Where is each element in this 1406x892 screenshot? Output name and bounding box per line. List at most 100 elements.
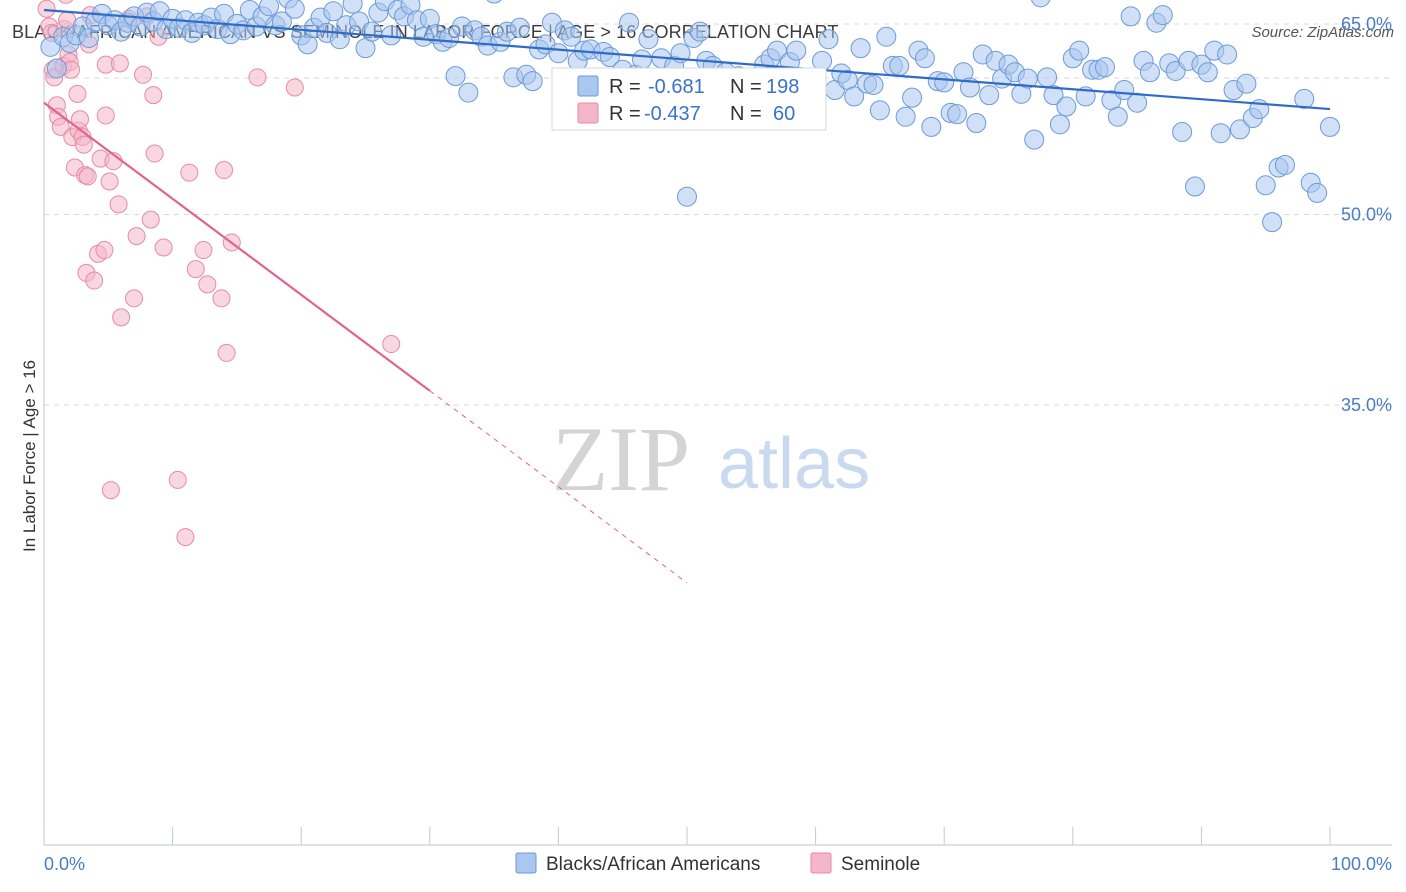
black-african-american-point bbox=[1197, 62, 1218, 83]
seminole-point bbox=[71, 110, 90, 129]
black-african-american-point bbox=[1320, 116, 1340, 137]
black-african-american-point bbox=[1274, 154, 1295, 175]
black-african-american-point bbox=[361, 21, 382, 42]
black-african-american-point bbox=[1127, 92, 1148, 113]
black-african-american-point bbox=[323, 1, 344, 22]
watermark-zip: ZIP bbox=[552, 408, 690, 510]
legend-n-value-1: 198 bbox=[766, 76, 799, 98]
black-african-american-point bbox=[271, 11, 292, 32]
y-tick-label: 50.0% bbox=[1341, 205, 1392, 225]
black-african-american-point bbox=[638, 29, 659, 50]
black-african-american-point bbox=[1069, 40, 1090, 61]
black-african-american-point bbox=[902, 87, 923, 108]
seminole-point bbox=[110, 54, 129, 73]
bottom-legend-swatch-blue bbox=[515, 852, 537, 874]
seminole-point bbox=[51, 117, 70, 136]
seminole-point bbox=[101, 481, 120, 500]
black-african-american-point bbox=[439, 27, 460, 48]
black-african-american-point bbox=[619, 12, 640, 33]
y-axis-title: In Labor Force | Age > 16 bbox=[20, 360, 39, 552]
legend-r-label-1: R = bbox=[609, 76, 641, 98]
seminole-point bbox=[215, 161, 234, 180]
black-african-american-point bbox=[895, 106, 916, 127]
seminole-point bbox=[112, 308, 131, 327]
legend-r-label-2: R = bbox=[609, 103, 641, 125]
black-african-american-point bbox=[1094, 57, 1115, 78]
black-african-american-point bbox=[1139, 62, 1160, 83]
y-tick-label: 35.0% bbox=[1341, 395, 1392, 415]
seminole-point bbox=[74, 135, 93, 154]
black-african-american-point bbox=[1184, 176, 1205, 197]
seminole-point bbox=[95, 241, 114, 260]
black-african-american-point bbox=[259, 0, 280, 17]
black-african-american-point bbox=[486, 0, 502, 4]
black-african-american-point bbox=[458, 82, 479, 103]
seminole-point bbox=[194, 241, 213, 260]
bottom-legend-label-blue: Blacks/African Americans bbox=[546, 854, 760, 875]
x-tick-label-max: 100.0% bbox=[1331, 854, 1392, 874]
seminole-point bbox=[109, 195, 128, 214]
y-tick-labels: 35.0%50.0%65.0%80.0% bbox=[1341, 14, 1392, 415]
seminole-point bbox=[248, 68, 267, 87]
black-african-american-point bbox=[914, 48, 935, 69]
seminole-point bbox=[145, 144, 164, 163]
black-african-american-point bbox=[889, 55, 910, 76]
black-african-american-point bbox=[561, 26, 582, 47]
seminole-point bbox=[68, 84, 87, 103]
seminole-point bbox=[168, 470, 187, 489]
black-african-american-point bbox=[1043, 85, 1064, 106]
black-african-american-point bbox=[677, 186, 697, 207]
black-african-american-point bbox=[548, 43, 569, 64]
black-african-american-point bbox=[1307, 182, 1328, 203]
y-tick-label: 65.0% bbox=[1341, 14, 1392, 34]
black-african-american-point bbox=[1024, 129, 1045, 150]
seminole-point bbox=[78, 167, 97, 186]
black-african-american-point bbox=[1255, 175, 1276, 196]
black-african-american-point bbox=[869, 100, 890, 121]
seminole-point bbox=[180, 163, 199, 182]
seminole-point bbox=[212, 289, 231, 308]
legend-n-label-2: N = bbox=[730, 103, 762, 125]
seminole-point bbox=[198, 275, 217, 294]
black-african-american-point bbox=[509, 17, 530, 38]
legend-n-label-1: N = bbox=[730, 76, 762, 98]
black-african-american-point bbox=[1172, 121, 1193, 142]
pink-trend-line-extension bbox=[429, 390, 688, 584]
black-african-american-point bbox=[46, 58, 67, 79]
watermark-atlas: atlas bbox=[718, 424, 870, 504]
black-african-american-point bbox=[1152, 5, 1173, 26]
legend-swatch-pink bbox=[577, 102, 599, 124]
black-african-american-point bbox=[1049, 114, 1070, 135]
black-african-american-point bbox=[844, 86, 865, 107]
seminole-points bbox=[37, 0, 401, 547]
legend-swatch-blue bbox=[577, 75, 599, 97]
black-african-american-point bbox=[876, 26, 897, 47]
watermark: ZIP atlas bbox=[552, 408, 870, 510]
black-african-american-point bbox=[1210, 123, 1231, 144]
black-african-american-point bbox=[1114, 80, 1135, 101]
seminole-point bbox=[176, 528, 195, 547]
black-african-american-point bbox=[1120, 6, 1141, 27]
black-african-american-point bbox=[1236, 73, 1257, 94]
seminole-point bbox=[37, 0, 56, 18]
black-african-american-point bbox=[947, 104, 968, 125]
legend-box: R = -0.681 N = 198 R = -0.437 N = 60 bbox=[551, 67, 827, 131]
black-african-american-point bbox=[1217, 44, 1238, 65]
seminole-point bbox=[217, 343, 236, 362]
black-african-american-point bbox=[921, 116, 942, 137]
black-african-american-point bbox=[1031, 0, 1051, 8]
black-african-american-point bbox=[342, 0, 363, 14]
black-african-american-point bbox=[1262, 212, 1283, 233]
black-african-american-point bbox=[1037, 67, 1058, 88]
blue-trend-line bbox=[43, 8, 1331, 111]
x-tick-label-min: 0.0% bbox=[44, 854, 85, 874]
legend-n-value-2: 60 bbox=[773, 103, 795, 125]
black-african-american-point bbox=[1294, 88, 1315, 109]
black-african-american-point bbox=[850, 38, 871, 59]
black-african-american-point bbox=[1229, 119, 1250, 140]
legend-r-value-2: -0.437 bbox=[644, 103, 701, 125]
pink-trend-line bbox=[43, 101, 431, 392]
seminole-point bbox=[125, 289, 144, 308]
x-ticks bbox=[43, 827, 1331, 845]
